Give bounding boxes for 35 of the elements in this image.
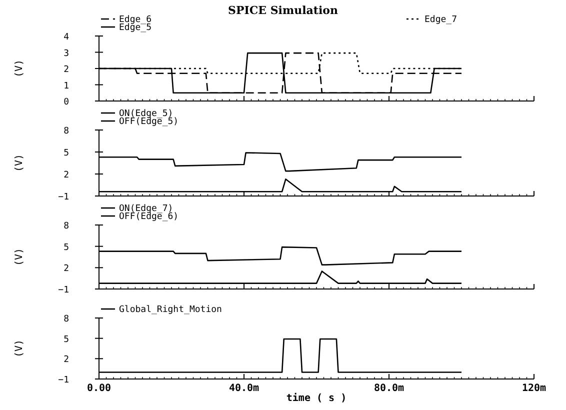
y-tick-label: 8 (64, 314, 69, 324)
y-tick-label: −1 (58, 286, 69, 296)
y-axis-title: (V) (14, 154, 25, 172)
y-tick-label: −1 (58, 192, 69, 202)
y-tick-label: 5 (64, 334, 69, 345)
y-tick-label: 2 (64, 355, 69, 366)
y-tick-label: 8 (64, 126, 69, 136)
legend-label: ON(Edge_5) (119, 109, 174, 119)
x-axis-title: time ( s ) (286, 392, 347, 404)
y-tick-label: 5 (64, 242, 69, 253)
legend-label: Edge_7 (424, 15, 458, 25)
y-tick-label: 8 (64, 222, 69, 232)
y-tick-label: 4 (64, 32, 69, 42)
legend-label: Edge_5 (119, 23, 152, 33)
chart-title: SPICE Simulation (228, 4, 338, 17)
legend-label: Global_Right_Motion (119, 305, 222, 315)
x-tick-label: 0.00 (86, 383, 112, 394)
x-tick-label: 40.0m (228, 383, 260, 394)
y-tick-label: 2 (64, 65, 69, 75)
y-tick-label: 3 (64, 48, 69, 59)
y-axis-title: (V) (14, 339, 25, 358)
y-tick-label: 5 (64, 148, 69, 158)
y-tick-label: 0 (64, 98, 69, 108)
y-tick-label: 1 (64, 81, 69, 92)
x-tick-label: 120m (522, 383, 546, 394)
y-tick-label: 2 (64, 170, 69, 180)
x-tick-label: 80.0m (374, 383, 404, 394)
y-axis-title: (V) (14, 59, 25, 78)
legend-label: OFF(Edge_6) (119, 212, 179, 222)
legend-label: Edge_6 (119, 15, 152, 25)
y-axis-title: (V) (14, 248, 25, 266)
y-tick-label: −1 (58, 376, 69, 386)
y-tick-label: 2 (64, 264, 69, 274)
legend-label: OFF(Edge_5) (119, 117, 179, 127)
legend-label: ON(Edge_7) (119, 204, 174, 214)
